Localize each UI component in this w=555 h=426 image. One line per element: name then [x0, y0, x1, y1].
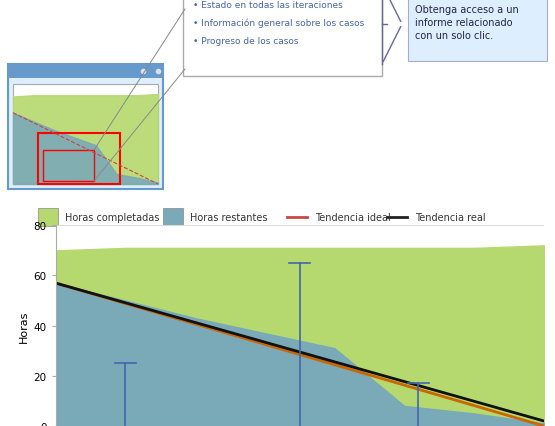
Text: • Progreso de los casos: • Progreso de los casos — [193, 37, 299, 46]
Bar — [163, 208, 183, 226]
Text: Horas completadas: Horas completadas — [65, 212, 160, 222]
Y-axis label: Horas: Horas — [19, 310, 29, 342]
Bar — [8, 65, 163, 79]
Bar — [13, 85, 158, 184]
FancyBboxPatch shape — [408, 0, 547, 62]
FancyBboxPatch shape — [8, 65, 163, 190]
Text: • Estado en todas las iteraciones: • Estado en todas las iteraciones — [193, 1, 343, 10]
Text: • Información general sobre los casos: • Información general sobre los casos — [193, 19, 364, 29]
Bar — [38, 208, 58, 226]
Bar — [43, 151, 94, 181]
Bar — [38, 134, 120, 184]
Text: Tendencia ideal: Tendencia ideal — [315, 212, 391, 222]
Text: Tendencia real: Tendencia real — [415, 212, 486, 222]
Text: Obtenga acceso a un
informe relacionado
con un solo clic.: Obtenga acceso a un informe relacionado … — [415, 5, 519, 41]
Text: Horas restantes: Horas restantes — [190, 212, 268, 222]
FancyBboxPatch shape — [183, 0, 382, 77]
